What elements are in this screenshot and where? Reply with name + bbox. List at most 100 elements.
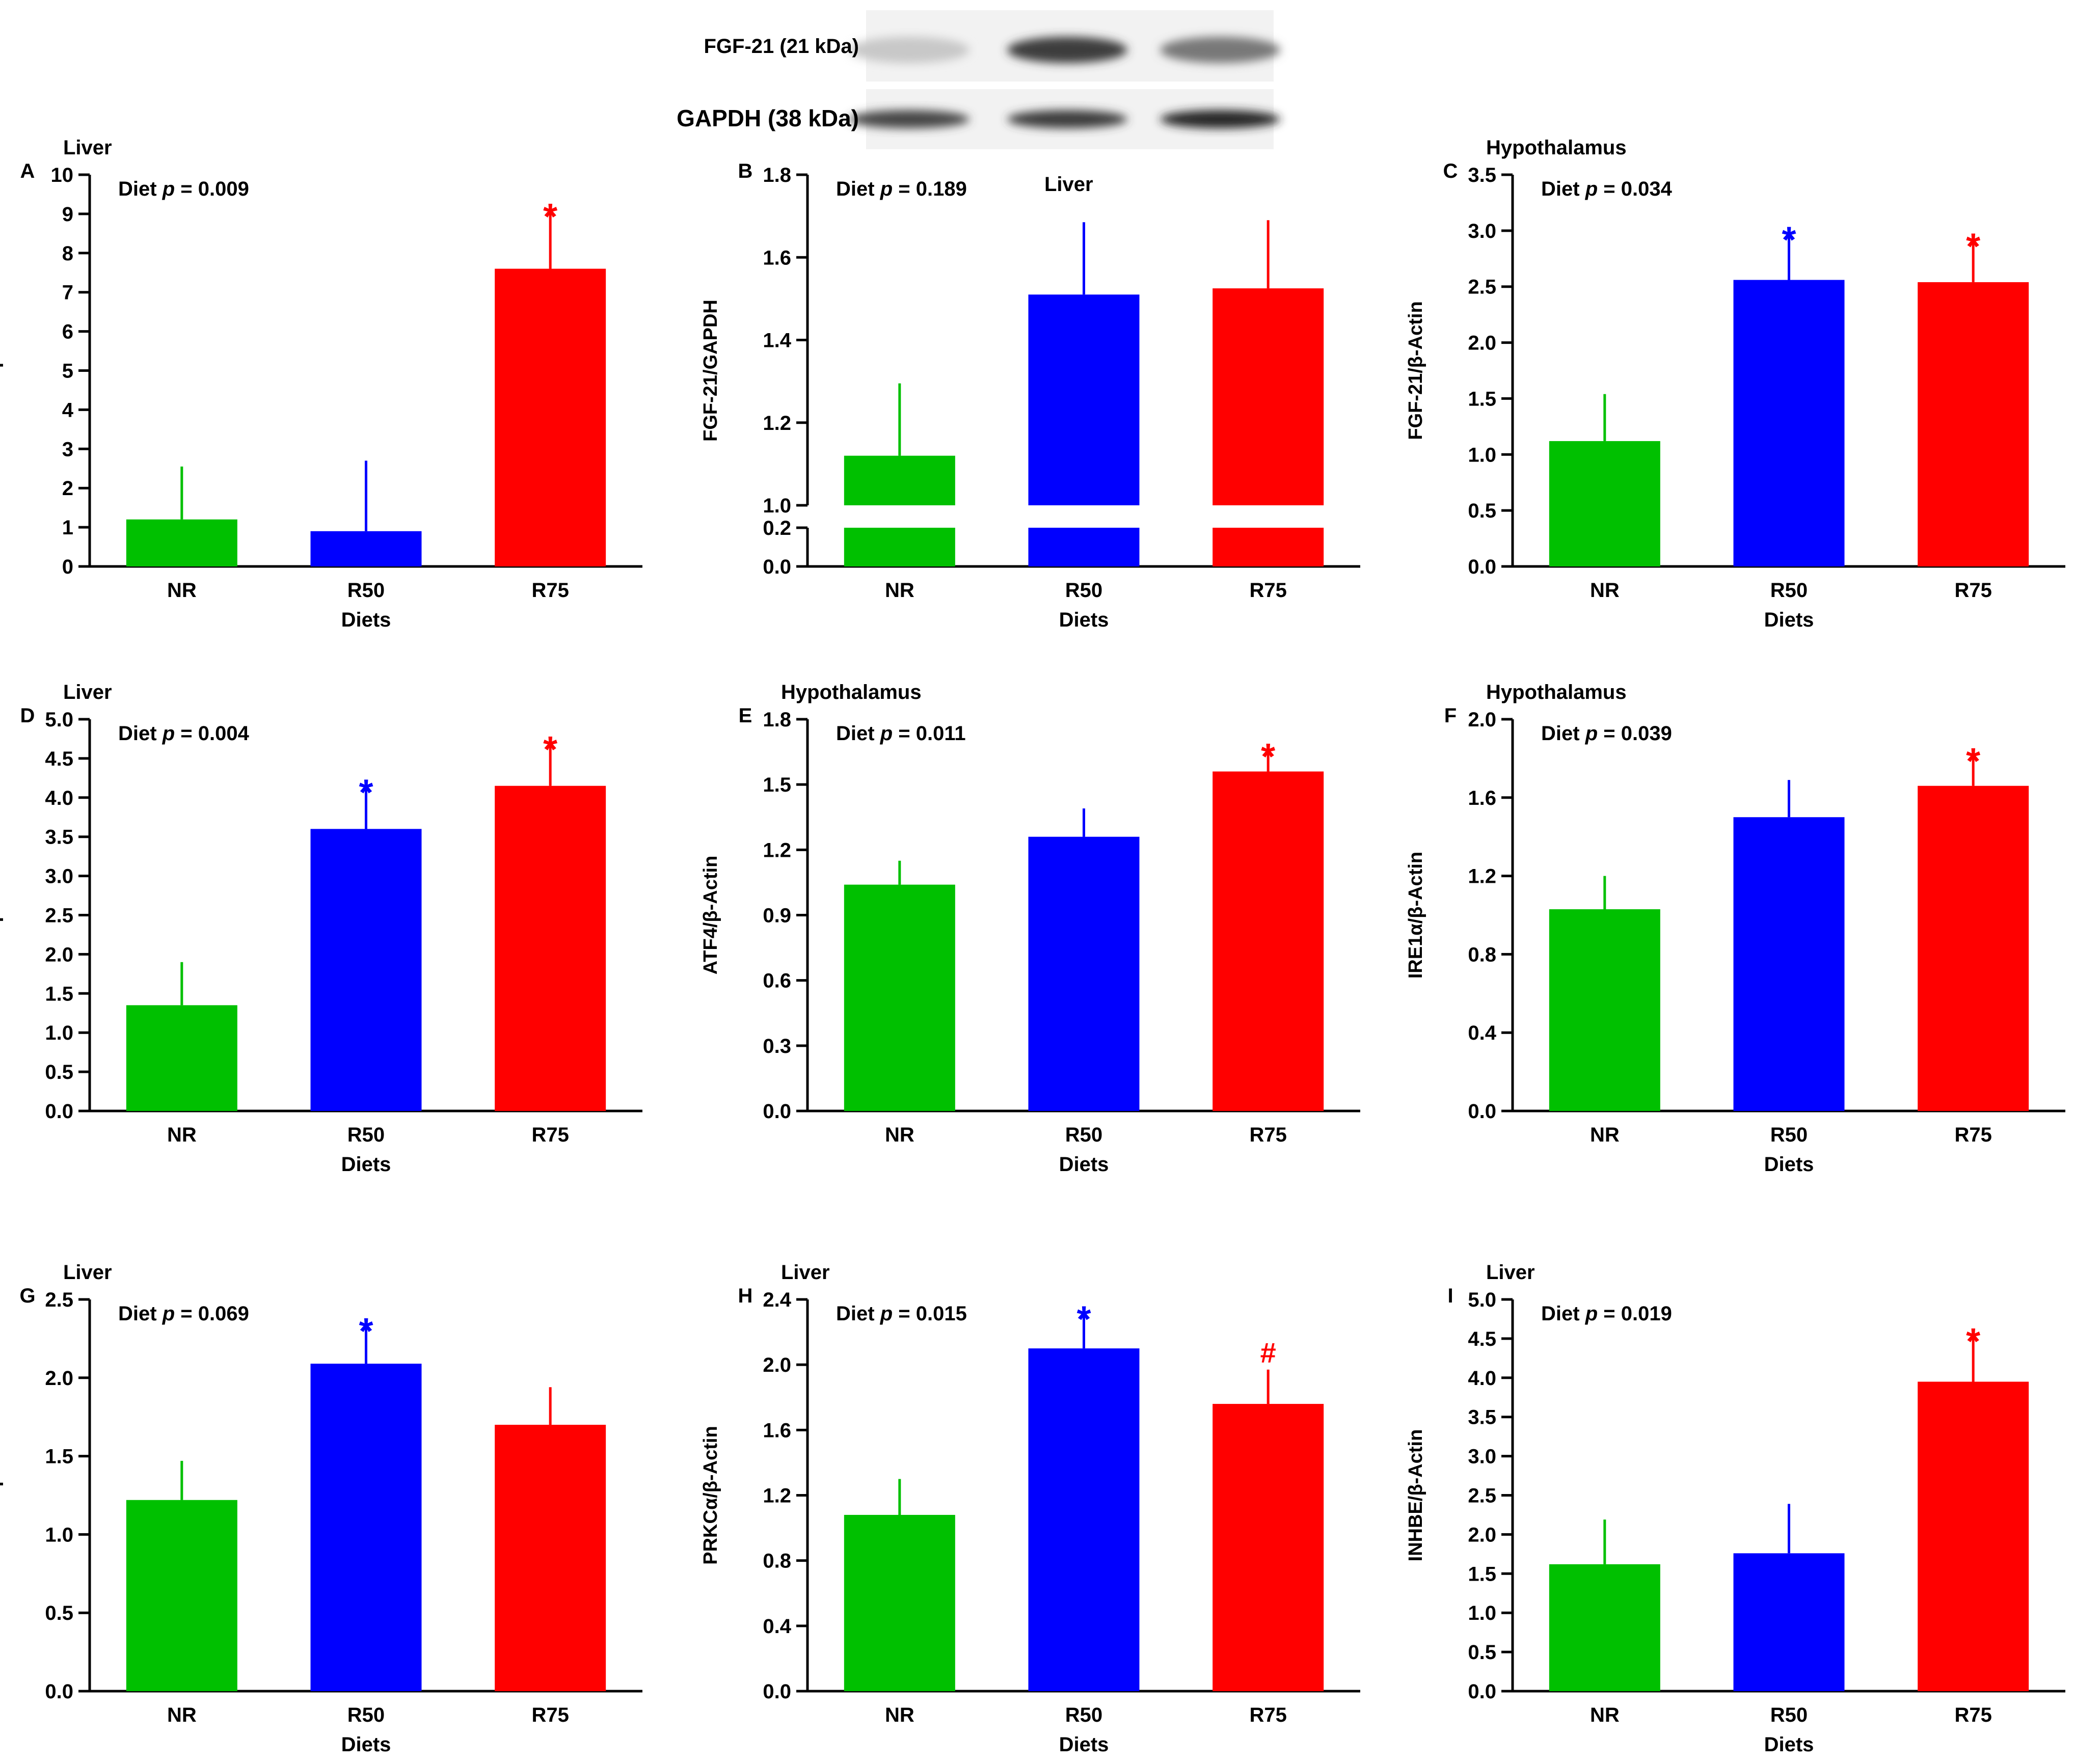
y-axis-label: FGF-21/GAPDH [700, 300, 721, 442]
y-tick-label: 0.0 [1468, 1100, 1496, 1123]
y-tick-label: 1.6 [763, 247, 791, 269]
bar-r75 [1213, 1404, 1324, 1691]
y-tick-label: 0.5 [1468, 1641, 1496, 1664]
y-tick-label: 2.0 [45, 943, 73, 966]
bar-r50-lower [1028, 528, 1140, 566]
x-category-label: R50 [347, 579, 385, 602]
y-tick-label: 5.0 [45, 709, 73, 731]
x-category-label: R75 [531, 1124, 569, 1146]
panel-letter: H [738, 1285, 753, 1307]
y-tick-label: 2.5 [1468, 1485, 1496, 1507]
y-tick-label: 0.5 [45, 1061, 73, 1083]
x-axis-label: Diets [341, 609, 391, 631]
x-category-label: NR [885, 1704, 914, 1726]
y-tick-label: 2.0 [763, 1354, 791, 1376]
y-tick-label: 1.6 [1468, 787, 1496, 809]
y-tick-label: 8 [62, 242, 73, 265]
significance-marker: * [1966, 1321, 1980, 1362]
y-axis-label: INHBE/β-Actin [1405, 1429, 1426, 1562]
blot-label: GAPDH (38 kDa) [677, 105, 859, 131]
x-category-label: R50 [347, 1704, 385, 1726]
bar-r50 [1733, 280, 1845, 566]
bar-nr [1549, 909, 1660, 1111]
y-tick-label: 6 [62, 321, 73, 343]
y-tick-label: 2.0 [1468, 709, 1496, 731]
x-category-label: R50 [1770, 1704, 1808, 1726]
diet-p-value: Diet p = 0.004 [118, 722, 250, 745]
y-tick-label: 4.5 [1468, 1328, 1496, 1350]
y-tick-label: 0.0 [1468, 556, 1496, 578]
blot-band [1007, 37, 1127, 63]
y-tick-label: 0.0 [1468, 1680, 1496, 1703]
y-tick-label: 0.0 [45, 1100, 73, 1123]
bar-r50 [1028, 1348, 1140, 1691]
significance-marker: * [359, 1311, 373, 1352]
panel-letter: G [19, 1285, 35, 1307]
y-tick-label: 1.6 [763, 1419, 791, 1442]
x-category-label: NR [1590, 1704, 1620, 1726]
y-tick-label: 0.4 [1468, 1022, 1496, 1044]
x-category-label: R50 [1065, 1124, 1102, 1146]
y-tick-label: 1.2 [763, 412, 791, 435]
panel-letter: B [738, 160, 753, 182]
y-tick-label: 2.5 [45, 1289, 73, 1311]
diet-p-value: Diet p = 0.069 [118, 1302, 249, 1325]
panel-b: 0.0 0.21.0 1.2 1.4 1.6 1.8 NR R50 R75 Diets FGF-21… [700, 160, 1360, 631]
bar-r50 [310, 531, 422, 566]
y-tick-label: 2.0 [1468, 1524, 1496, 1546]
x-category-label: R50 [1065, 579, 1102, 602]
y-tick-label: 1.4 [763, 330, 791, 352]
y-tick-label: 1.5 [45, 983, 73, 1005]
x-axis-label: Diets [1059, 1733, 1109, 1756]
x-category-label: R75 [531, 1704, 569, 1726]
panel-region: Hypothalamus [1486, 137, 1627, 159]
bar-nr-lower [844, 528, 955, 566]
y-tick-label: 3.0 [45, 865, 73, 888]
bar-r75 [1918, 282, 2029, 566]
x-category-label: NR [167, 1124, 197, 1146]
panel-letter: I [1447, 1285, 1453, 1307]
y-tick-label: 1.5 [1468, 388, 1496, 410]
y-tick-label: 2.5 [45, 905, 73, 927]
y-axis-label: MAPK14/β-Actin [0, 1420, 4, 1571]
diet-p-value: Diet p = 0.189 [836, 178, 967, 200]
significance-marker: # [1260, 1337, 1276, 1369]
y-tick-label: 1.2 [1468, 865, 1496, 888]
panel-g: 0.0 0.5 1.0 1.5 2.0 2.5 NR R50 * R75 Diets MAPK14/β… [0, 1261, 642, 1756]
y-tick-label: 1.5 [1468, 1563, 1496, 1585]
x-category-label: R50 [1065, 1704, 1102, 1726]
x-axis-label: Diets [1764, 609, 1814, 631]
x-category-label: NR [885, 1124, 914, 1146]
y-tick-label: 3.0 [1468, 220, 1496, 242]
y-tick-label: 0 [62, 556, 73, 578]
x-axis-label: Diets [1059, 609, 1109, 631]
y-tick-label: 1.2 [763, 839, 791, 861]
panel-region: Liver [781, 1261, 830, 1284]
y-tick-label: 0.6 [763, 970, 791, 992]
diet-p-value: Diet p = 0.011 [836, 722, 966, 745]
x-category-label: R50 [1770, 579, 1808, 602]
significance-marker: * [1261, 737, 1275, 777]
bar-r75 [1213, 771, 1324, 1111]
bar-r50 [310, 1364, 422, 1691]
x-category-label: R75 [1249, 1704, 1286, 1726]
x-category-label: R75 [1249, 579, 1286, 602]
y-axis-label: FGF-21/β-Actin [0, 301, 4, 440]
y-tick-label: 1.5 [45, 1446, 73, 1468]
x-category-label: NR [1590, 579, 1620, 602]
y-tick-label: 2.4 [763, 1289, 791, 1311]
x-axis-label: Diets [1764, 1733, 1814, 1756]
panel-region: Liver [63, 137, 112, 159]
x-category-label: NR [167, 579, 197, 602]
bar-r50-upper [1028, 294, 1140, 505]
panel-letter: A [20, 160, 35, 182]
y-tick-label: 0.8 [763, 1550, 791, 1572]
blot-label: FGF-21 (21 kDa) [704, 35, 859, 58]
y-tick-label: 1.0 [45, 1524, 73, 1546]
panel-letter: D [20, 704, 35, 727]
y-axis-label: ATF4/β-Actin [700, 856, 721, 975]
panel-letter: E [739, 704, 752, 727]
diet-p-value: Diet p = 0.019 [1541, 1302, 1672, 1325]
y-tick-label: 4.0 [1468, 1367, 1496, 1390]
